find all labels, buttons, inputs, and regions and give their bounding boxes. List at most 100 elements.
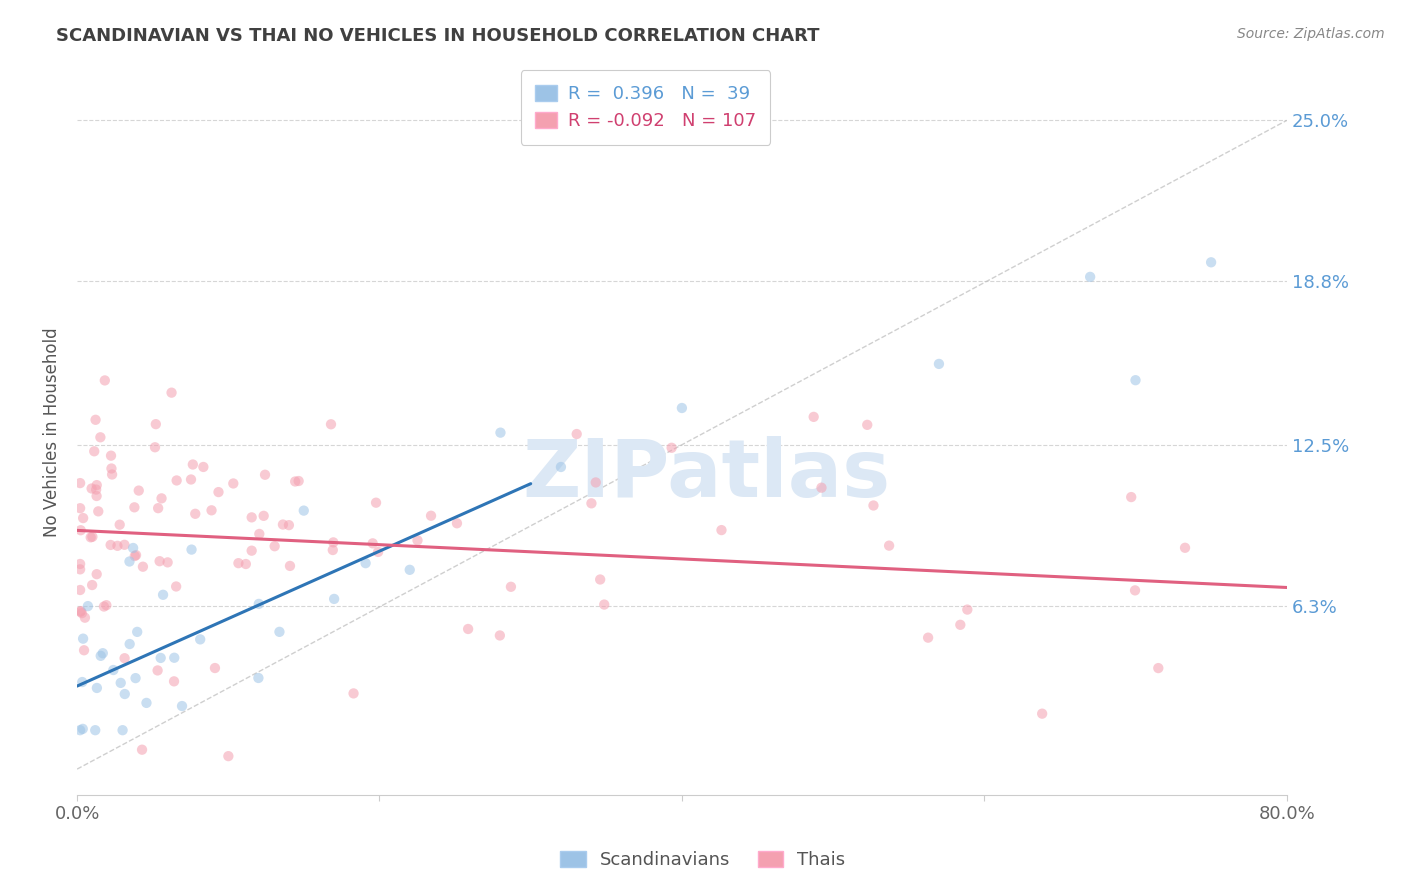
Point — [263, 539, 285, 553]
Point — [86, 489, 108, 503]
Point — [114, 651, 136, 665]
Point — [86, 681, 108, 695]
Point — [247, 597, 270, 611]
Point — [91, 646, 114, 660]
Y-axis label: No Vehicles in Household: No Vehicles in Household — [44, 327, 60, 537]
Point — [181, 458, 204, 472]
Point — [188, 632, 211, 647]
Point — [84, 483, 107, 497]
Point — [160, 385, 183, 400]
Point — [240, 510, 263, 524]
Point — [322, 543, 344, 558]
Point — [118, 554, 141, 568]
Point — [146, 664, 169, 678]
Point — [96, 598, 118, 612]
Point — [135, 696, 157, 710]
Point — [1078, 269, 1101, 284]
Point — [69, 562, 91, 576]
Point — [222, 476, 245, 491]
Point — [131, 742, 153, 756]
Point — [114, 538, 136, 552]
Point — [128, 483, 150, 498]
Point — [122, 541, 145, 555]
Point — [877, 539, 900, 553]
Point — [90, 648, 112, 663]
Point — [803, 409, 825, 424]
Point — [323, 591, 346, 606]
Point — [124, 500, 146, 515]
Point — [856, 417, 879, 432]
Point — [125, 548, 148, 562]
Point — [406, 533, 429, 548]
Point — [118, 637, 141, 651]
Point — [1031, 706, 1053, 721]
Point — [254, 467, 277, 482]
Point — [124, 549, 146, 563]
Point — [862, 499, 884, 513]
Point — [87, 504, 110, 518]
Point — [367, 545, 389, 559]
Point — [84, 723, 107, 738]
Point — [956, 602, 979, 616]
Point — [585, 475, 607, 490]
Point — [149, 651, 172, 665]
Point — [89, 430, 111, 444]
Point — [446, 516, 468, 531]
Point — [69, 501, 91, 516]
Point — [149, 554, 172, 568]
Point — [152, 588, 174, 602]
Point — [69, 476, 91, 491]
Point — [80, 530, 103, 544]
Point — [69, 605, 91, 619]
Point — [247, 671, 270, 685]
Point — [145, 417, 167, 432]
Point — [100, 449, 122, 463]
Point — [163, 674, 186, 689]
Point — [949, 617, 972, 632]
Point — [124, 671, 146, 685]
Text: Source: ZipAtlas.com: Source: ZipAtlas.com — [1237, 27, 1385, 41]
Point — [132, 559, 155, 574]
Point — [928, 357, 950, 371]
Point — [82, 530, 104, 544]
Point — [550, 460, 572, 475]
Point — [70, 675, 93, 690]
Point — [253, 508, 276, 523]
Point — [499, 580, 522, 594]
Point — [72, 632, 94, 646]
Point — [287, 474, 309, 488]
Point — [163, 650, 186, 665]
Point — [146, 501, 169, 516]
Point — [114, 687, 136, 701]
Point — [73, 610, 96, 624]
Point — [917, 631, 939, 645]
Point — [593, 598, 616, 612]
Point — [1174, 541, 1197, 555]
Point — [457, 622, 479, 636]
Point — [165, 579, 187, 593]
Point — [319, 417, 342, 432]
Point — [200, 503, 222, 517]
Point — [86, 567, 108, 582]
Point — [322, 535, 344, 549]
Point — [581, 496, 603, 510]
Point — [180, 542, 202, 557]
Point — [69, 582, 91, 597]
Point — [107, 539, 129, 553]
Point — [278, 558, 301, 573]
Point — [207, 485, 229, 500]
Point — [661, 441, 683, 455]
Point — [94, 373, 117, 387]
Point — [100, 538, 122, 552]
Point — [1121, 490, 1143, 504]
Point — [489, 628, 512, 642]
Point — [69, 523, 91, 537]
Point — [69, 723, 91, 738]
Point — [156, 555, 179, 569]
Point — [86, 478, 108, 492]
Point — [284, 475, 307, 489]
Point — [247, 527, 270, 541]
Point — [235, 557, 257, 571]
Point — [420, 508, 443, 523]
Point — [204, 661, 226, 675]
